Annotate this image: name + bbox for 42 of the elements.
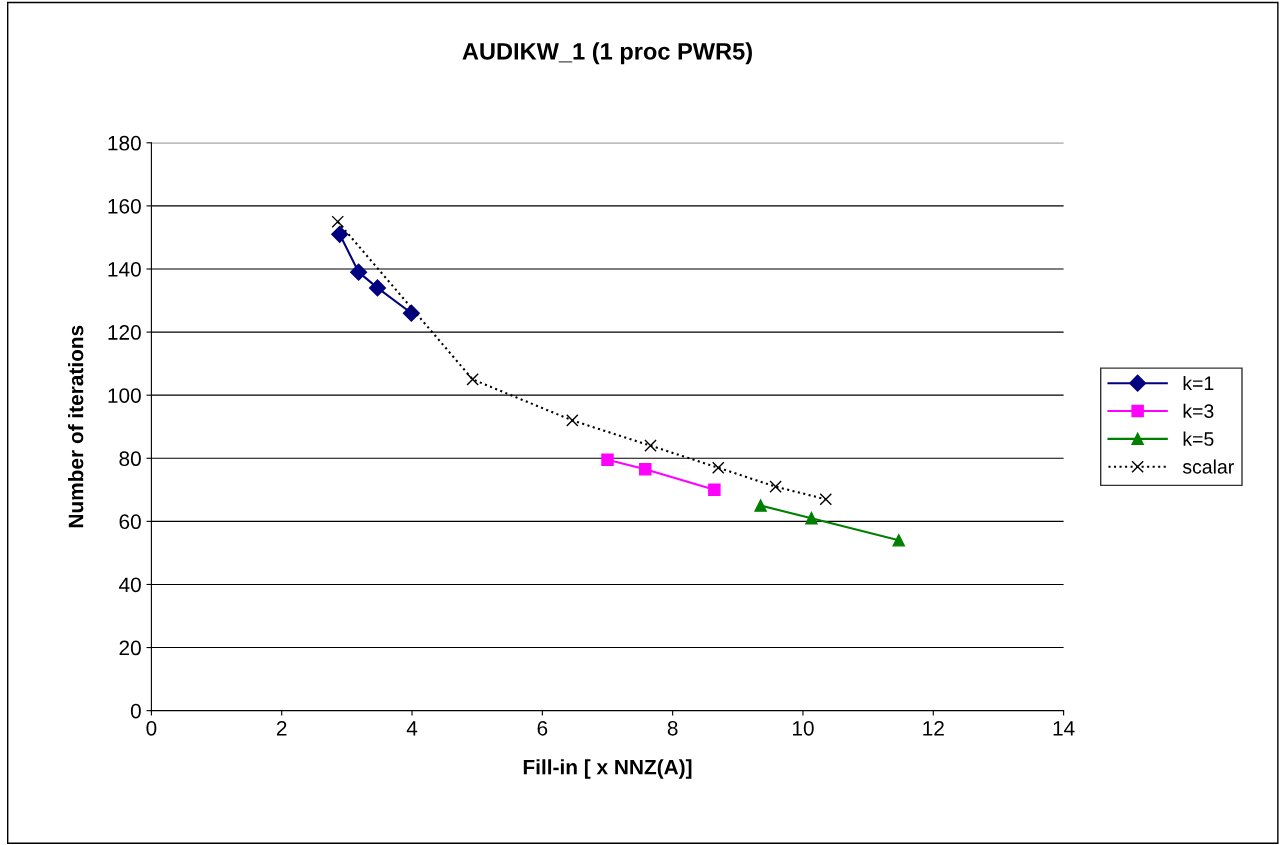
x-axis-title: Fill-in [ x NNZ(A)] — [523, 759, 692, 779]
y-tick-label: 40 — [118, 577, 141, 593]
point — [566, 414, 579, 427]
y-tick-label: 80 — [119, 451, 141, 467]
y-tick-label: 120 — [108, 325, 141, 340]
y-tick-label: 160 — [108, 198, 141, 214]
x-tick-label: 14 — [1053, 721, 1075, 736]
y-tick-label: 60 — [119, 514, 141, 530]
x-tick-label: 12 — [923, 720, 944, 736]
point — [331, 215, 344, 228]
y-tick-label: 20 — [119, 640, 141, 656]
point — [819, 493, 833, 506]
point — [712, 461, 725, 474]
y-tick-label: 100 — [108, 388, 141, 403]
point — [368, 279, 387, 297]
x-tick-label: 6 — [537, 720, 548, 736]
y-axis-title: Number of iterations — [68, 325, 84, 528]
x-tick-label: 0 — [146, 720, 157, 736]
point — [769, 480, 782, 493]
point — [708, 483, 721, 497]
point — [639, 463, 652, 476]
point — [402, 304, 420, 322]
x-tick-label: 10 — [792, 720, 814, 736]
point — [644, 439, 657, 452]
point — [754, 499, 767, 512]
y-tick-label: 0 — [130, 703, 141, 719]
point — [350, 263, 368, 281]
chart-title: AUDIKW_1 (1 proc PWR5) — [462, 42, 752, 65]
x-tick-label: 2 — [276, 720, 287, 736]
point — [466, 373, 479, 386]
y-tick-label: 140 — [108, 261, 141, 277]
legend-label: k=1 — [1183, 375, 1214, 390]
point — [601, 453, 614, 467]
x-tick-label: 8 — [667, 720, 678, 736]
y-tick-label: 180 — [108, 135, 141, 151]
point — [331, 225, 349, 243]
legend-label: k=5 — [1183, 431, 1214, 446]
point — [805, 511, 818, 525]
legend-label: scalar — [1182, 459, 1234, 474]
legend-label: k=3 — [1183, 403, 1214, 419]
x-tick-label: 4 — [406, 721, 418, 736]
point — [892, 534, 906, 547]
